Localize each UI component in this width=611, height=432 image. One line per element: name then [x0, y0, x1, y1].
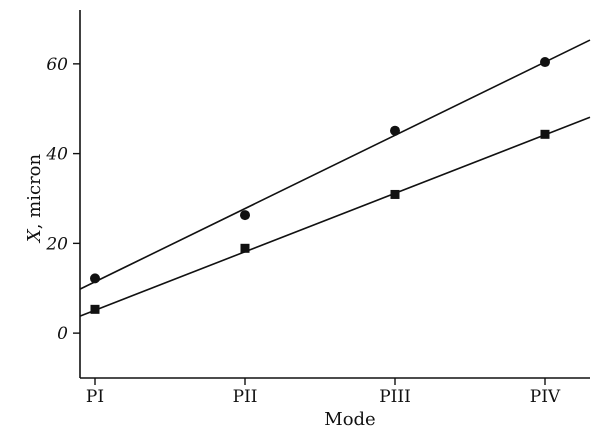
- fit-lines: [79, 39, 591, 317]
- x-tick-label: PIV: [530, 387, 561, 407]
- data-markers: [90, 57, 550, 314]
- data-point-square: [390, 189, 400, 199]
- data-point-circle: [240, 210, 250, 221]
- plot-area: 0 20 40 60 PI PII PIII PIV: [45, 10, 591, 407]
- y-tick-label: 60: [46, 55, 68, 75]
- x-tick-label: PIII: [379, 387, 411, 407]
- y-tick-label: 40: [45, 145, 68, 165]
- y-ticks: 0 20 40 60: [45, 55, 80, 344]
- data-point-square: [540, 129, 550, 139]
- data-point-circle: [390, 125, 400, 136]
- fit-line-series-2: [79, 116, 591, 317]
- data-point-square: [90, 304, 100, 314]
- x-axis-title: Mode: [324, 409, 375, 430]
- y-axis-title-variable: X: [24, 228, 45, 244]
- y-axis-title-unit: , micron: [24, 153, 45, 229]
- data-point-circle: [540, 57, 550, 68]
- y-tick-label: 20: [45, 234, 68, 254]
- x-tick-label: PI: [86, 387, 104, 407]
- x-tick-label: PII: [233, 387, 258, 407]
- x-ticks: PI PII PIII PIV: [86, 378, 561, 407]
- y-axis-title: X, micron: [24, 153, 45, 244]
- y-tick-label: 0: [57, 324, 68, 344]
- data-point-square: [240, 243, 250, 253]
- fit-line-series-1: [79, 39, 591, 290]
- data-point-circle: [90, 273, 100, 284]
